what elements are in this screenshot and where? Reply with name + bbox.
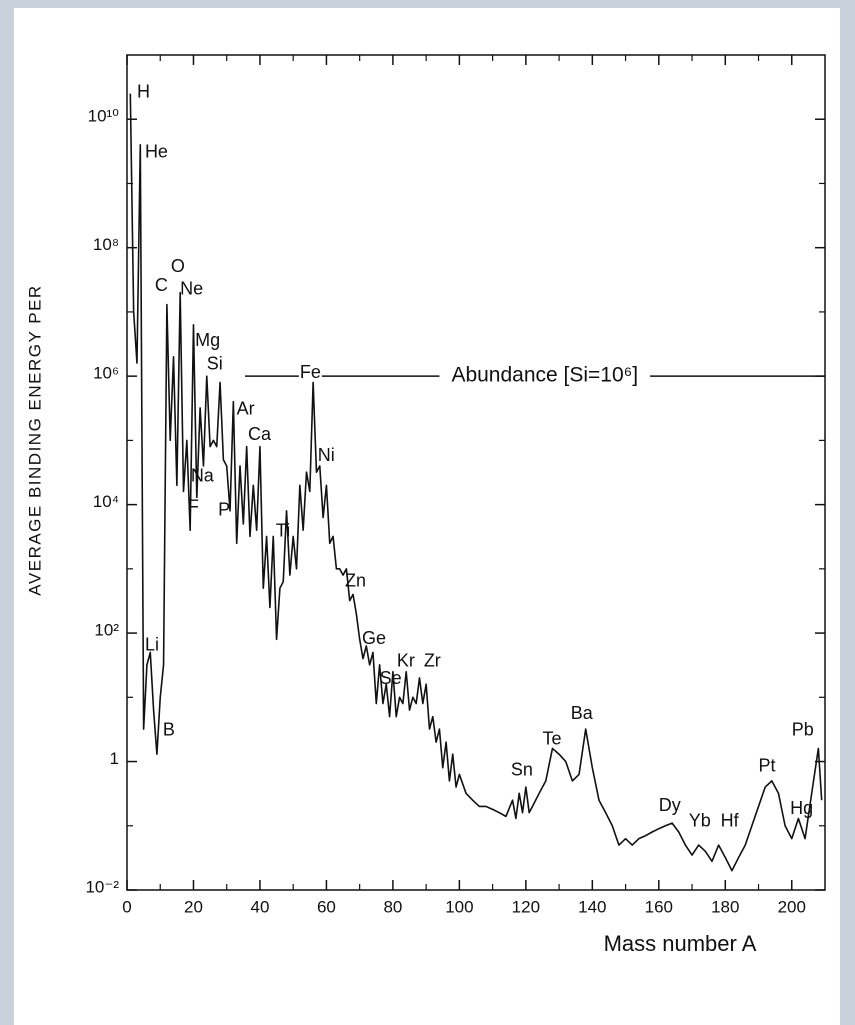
- annotation: C: [155, 275, 168, 295]
- x-tick-label: 0: [122, 897, 131, 916]
- y-tick-label: 10⁶: [93, 364, 119, 383]
- page-panel: [14, 8, 840, 1025]
- annotation: Hf: [721, 811, 740, 831]
- annotation: Mg: [195, 330, 220, 350]
- annotation: Yb: [689, 811, 711, 831]
- annotation: Na: [191, 466, 215, 486]
- note-text: Abundance [Si=10⁶]: [451, 364, 638, 387]
- x-tick-label: 200: [778, 897, 806, 916]
- note-bg: [439, 363, 651, 387]
- y-tick-label: 10⁸: [93, 235, 119, 254]
- y-tick-label: 1: [110, 749, 119, 768]
- annotation: Ne: [180, 279, 203, 299]
- x-tick-label: 60: [317, 897, 336, 916]
- annotation: Pt: [759, 755, 776, 775]
- annotation: He: [145, 142, 168, 162]
- x-tick-label: 100: [445, 897, 473, 916]
- annotation: Ba: [571, 703, 594, 723]
- annotation: Ni: [318, 445, 335, 465]
- plot-frame: [126, 54, 826, 891]
- annotation: Ge: [362, 628, 386, 648]
- x-tick-label: 180: [711, 897, 739, 916]
- annotation: Sn: [511, 759, 533, 779]
- annotation: Se: [380, 668, 402, 688]
- annotation: Ti: [276, 520, 290, 540]
- x-tick-label: 160: [645, 897, 673, 916]
- annotation: O: [171, 256, 185, 276]
- x-tick-label: 20: [184, 897, 203, 916]
- x-tick-label: 120: [512, 897, 540, 916]
- annotation: Ca: [248, 424, 272, 444]
- y-tick-label: 10⁴: [93, 492, 119, 511]
- abundance-line: [129, 93, 823, 872]
- annotation: Zr: [424, 650, 441, 670]
- annotation-bg: [298, 364, 322, 381]
- x-tick-label: 40: [250, 897, 269, 916]
- annotation: F: [188, 496, 199, 516]
- annotation: Si: [207, 354, 223, 374]
- annotation: Te: [542, 728, 561, 748]
- y-tick-label: 10¹⁰: [88, 107, 120, 126]
- annotation: Li: [145, 635, 159, 655]
- y-tick-label: 10⁻²: [85, 877, 119, 896]
- y-axis-label: AVERAGE BINDING ENERGY PER: [25, 284, 44, 595]
- y-tick-label: 10²: [94, 621, 119, 640]
- annotation: Ar: [237, 398, 255, 418]
- annotation: Pb: [792, 720, 814, 740]
- annotation: H: [137, 81, 150, 101]
- annotation: P: [218, 500, 230, 520]
- x-tick-label: 140: [578, 897, 606, 916]
- annotation-bg: [205, 355, 224, 372]
- x-tick-label: 80: [383, 897, 402, 916]
- annotation: Dy: [659, 795, 681, 815]
- annotation: Zn: [345, 570, 366, 590]
- annotation: Hg: [790, 798, 813, 818]
- annotation: Fe: [300, 362, 321, 382]
- x-axis-label: Mass number A: [604, 931, 757, 956]
- annotation: Kr: [397, 650, 415, 670]
- annotation: B: [163, 720, 175, 740]
